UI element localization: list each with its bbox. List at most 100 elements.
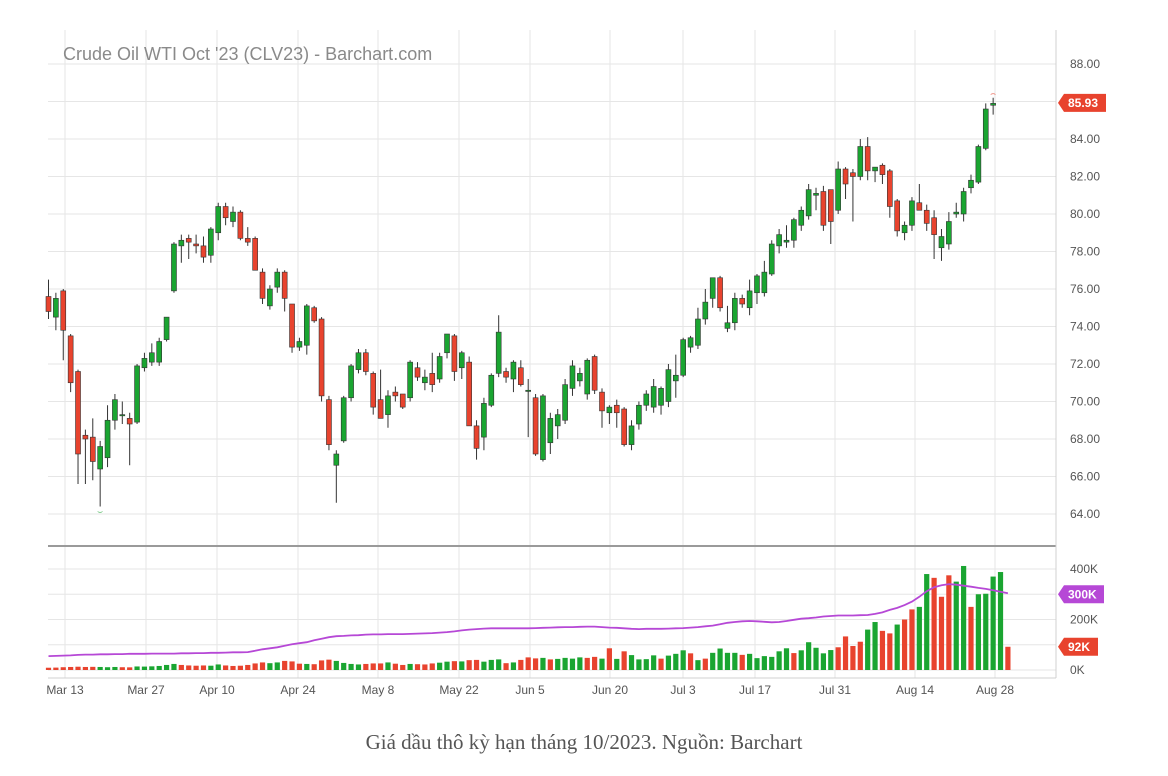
candle-body (591, 356, 598, 391)
candle-body (850, 172, 856, 177)
volume-bar (481, 661, 487, 670)
volume-bar (783, 648, 790, 670)
volume-bar (651, 655, 657, 670)
volume-bar (739, 654, 745, 670)
candle-body (193, 243, 199, 247)
volume-bar (104, 667, 111, 670)
figure-caption: Giá dầu thô kỳ hạn tháng 10/2023. Nguồn:… (365, 730, 803, 754)
candle-body (495, 331, 502, 374)
candle-body (709, 277, 716, 299)
candle-body (458, 352, 465, 369)
volume-bar (274, 662, 280, 670)
candle-body (89, 436, 96, 462)
volume-bar (385, 662, 391, 670)
volume-bar (724, 652, 731, 670)
candle-body (473, 425, 480, 449)
candle-body (392, 391, 399, 397)
candle-body (141, 358, 148, 369)
volume-bar (997, 572, 1004, 670)
candle-body (761, 271, 768, 294)
candle-body (554, 414, 561, 427)
candle-body (185, 238, 192, 243)
volume-bar (909, 609, 915, 670)
candle-body (215, 206, 222, 234)
volume-bar (806, 642, 812, 670)
volume-bar (141, 666, 148, 670)
volume-bar (592, 656, 598, 670)
candle-body (724, 322, 731, 329)
candle-body (436, 356, 443, 380)
candle-body (311, 307, 317, 322)
candle-body (923, 209, 930, 224)
volume-bar (813, 647, 819, 670)
volume-bar (931, 577, 937, 670)
volume-bar (879, 630, 886, 670)
candle-body (326, 399, 332, 445)
volume-bar (392, 663, 398, 670)
candle-body (650, 386, 657, 408)
candle-body (931, 217, 937, 235)
volume-tick-label: 0K (1070, 663, 1085, 677)
candle-body (340, 397, 347, 442)
volume-bar (584, 657, 590, 670)
volume-bar (444, 661, 450, 670)
volume-bar (466, 660, 472, 670)
volume-bar (245, 664, 251, 670)
candle-body (370, 373, 377, 408)
volume-bar (835, 647, 841, 670)
volume-bar (872, 622, 878, 670)
candle-body (665, 369, 672, 402)
candle-body (695, 318, 701, 346)
volume-bar (961, 565, 967, 670)
price-tick-label: 72.00 (1070, 357, 1100, 371)
candle-body (399, 393, 406, 408)
candle-body (333, 453, 340, 466)
volume-bar (90, 666, 96, 670)
candle-body (628, 425, 635, 445)
last-price-badge-shape (1058, 93, 1106, 112)
volume-bar (842, 636, 849, 670)
candle-body (134, 365, 140, 423)
volume-bar (614, 658, 620, 670)
date-tick-label: Jun 5 (515, 683, 545, 697)
candle-body (768, 243, 775, 275)
volume-bar (665, 655, 672, 670)
candle-body (960, 191, 967, 215)
volume-bar (97, 666, 103, 670)
candle-body (577, 373, 583, 382)
volume-bar (820, 653, 826, 670)
volume-bar (355, 664, 362, 670)
volume-bar (680, 650, 686, 670)
volume-bar (437, 662, 443, 670)
volume-bar (289, 661, 295, 670)
volume-bar (488, 659, 494, 670)
candle-body (414, 367, 421, 378)
candle-body (643, 393, 650, 406)
volume-bar (267, 663, 273, 670)
volume-bar (503, 663, 509, 670)
volume-bar (865, 629, 871, 670)
volume-bar (112, 666, 118, 670)
candle-body (879, 164, 886, 175)
candle-body (754, 275, 760, 294)
candle-body (798, 209, 805, 226)
volume-bar (422, 664, 428, 670)
candle-body (112, 399, 118, 421)
candle-body (259, 271, 266, 299)
price-tick-label: 74.00 (1070, 320, 1100, 334)
volume-bar (643, 659, 649, 670)
volume-bar (363, 663, 369, 670)
volume-bar (311, 664, 317, 670)
volume-bar (857, 641, 863, 670)
volume-bar (119, 667, 125, 670)
volume-bar (252, 663, 258, 670)
volume-bar (60, 667, 66, 670)
price-tick-label: 70.00 (1070, 395, 1100, 409)
volume-layer (45, 565, 1011, 670)
volume-bar (193, 665, 199, 670)
volume-bar (924, 574, 930, 670)
volume-bar (732, 652, 738, 670)
candle-body (835, 168, 841, 211)
candle-body (355, 352, 362, 370)
